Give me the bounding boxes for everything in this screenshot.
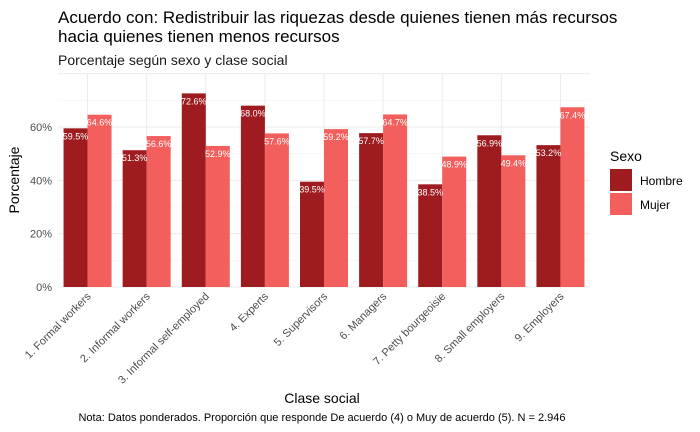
- y-tick-label: 60%: [30, 122, 52, 134]
- legend-label-mujer: Mujer: [640, 198, 670, 212]
- bar-value-label: 52.9%: [205, 149, 231, 159]
- bar-value-label: 59.2%: [323, 132, 349, 142]
- bar-hombre: [477, 135, 502, 287]
- legend: Sexo Hombre Mujer: [610, 148, 683, 215]
- bar-value-label: 49.4%: [501, 158, 527, 168]
- bar-value-label: 59.5%: [63, 131, 89, 141]
- bar-mujer: [383, 114, 408, 287]
- chart-title-line1: Acuerdo con: Redistribuir las riquezas d…: [58, 8, 617, 27]
- legend-label-hombre: Hombre: [640, 174, 683, 188]
- bar-value-label: 56.9%: [477, 138, 503, 148]
- chart-caption: Nota: Datos ponderados. Proporción que r…: [78, 412, 565, 424]
- bar-hombre: [418, 184, 443, 287]
- y-tick-label: 20%: [30, 229, 52, 241]
- bar-value-label: 64.7%: [382, 117, 408, 127]
- bar-value-label: 39.5%: [299, 185, 325, 195]
- bar-value-label: 57.7%: [358, 136, 384, 146]
- bar-value-label: 67.4%: [560, 110, 586, 120]
- bar-mujer: [442, 156, 467, 287]
- bar-mujer: [560, 107, 585, 288]
- x-tick-label: 9. Employers: [513, 290, 567, 344]
- bar-mujer: [264, 133, 289, 287]
- bars: [63, 93, 585, 288]
- chart-subtitle: Porcentaje según sexo y clase social: [58, 52, 288, 68]
- bar-value-label: 56.6%: [146, 139, 172, 149]
- legend-swatch-hombre: [610, 169, 632, 191]
- bar-value-label: 51.3%: [122, 153, 148, 163]
- bar-mujer: [205, 145, 230, 287]
- bar-hombre: [240, 105, 265, 288]
- bar-mujer: [146, 136, 171, 287]
- bar-hombre: [300, 181, 324, 287]
- y-axis-ticks: 0% 20% 40% 60%: [30, 122, 52, 294]
- bar-hombre: [63, 128, 88, 287]
- bar-mujer: [324, 129, 348, 287]
- bar-value-label: 38.5%: [417, 187, 443, 197]
- bar-hombre: [536, 145, 561, 287]
- bar-hombre: [181, 93, 206, 288]
- bar-value-label: 72.6%: [181, 96, 207, 106]
- bar-value-label: 68.0%: [240, 109, 266, 119]
- bar-hombre: [359, 133, 384, 287]
- x-tick-label: 6. Managers: [338, 290, 390, 342]
- x-axis-title: Clase social: [284, 390, 359, 406]
- legend-swatch-mujer: [610, 193, 632, 215]
- bar-value-label: 48.9%: [441, 160, 467, 170]
- y-tick-label: 0%: [36, 282, 52, 294]
- y-tick-label: 40%: [30, 175, 52, 187]
- legend-title: Sexo: [610, 148, 642, 164]
- bar-value-label: 57.6%: [264, 136, 290, 146]
- bar-mujer: [87, 114, 112, 287]
- bar-labels: 59.5% 64.6% 51.3% 56.6% 72.6% 52.9% 68.0% 57.6%…: [63, 96, 585, 197]
- bar-hombre: [122, 150, 147, 287]
- x-tick-label: 4. Experts: [228, 290, 272, 334]
- bar-value-label: 53.2%: [536, 148, 562, 158]
- bar-value-label: 64.6%: [87, 118, 113, 128]
- bar-mujer: [501, 155, 526, 287]
- y-axis-title: Porcentaje: [6, 146, 22, 213]
- x-tick-label: 5. Supervisors: [272, 290, 331, 349]
- chart-title-line2: hacia quienes tienen menos recursos: [58, 27, 340, 46]
